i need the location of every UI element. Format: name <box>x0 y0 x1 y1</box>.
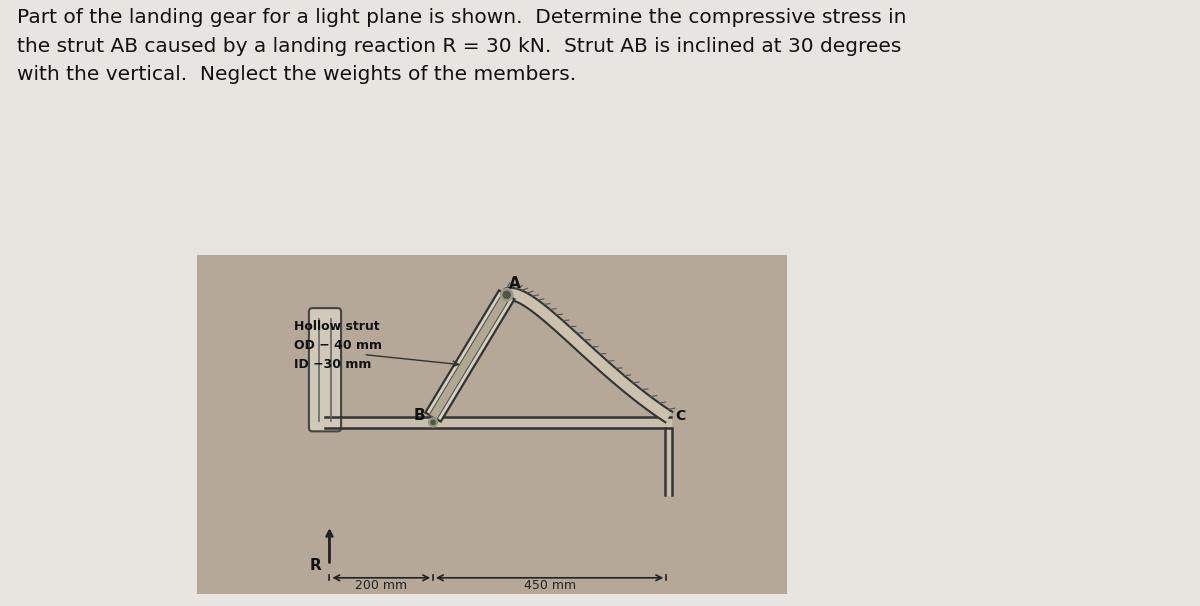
Circle shape <box>431 420 436 425</box>
Polygon shape <box>430 293 511 419</box>
Polygon shape <box>505 288 672 422</box>
Circle shape <box>500 288 512 301</box>
Text: 200 mm: 200 mm <box>355 579 407 591</box>
Polygon shape <box>425 290 515 422</box>
Polygon shape <box>665 428 672 494</box>
Text: 450 mm: 450 mm <box>523 579 576 591</box>
Text: Part of the landing gear for a light plane is shown.  Determine the compressive : Part of the landing gear for a light pla… <box>17 8 906 84</box>
Text: A: A <box>510 276 521 291</box>
FancyBboxPatch shape <box>308 308 341 431</box>
Circle shape <box>503 291 510 298</box>
Text: Hollow strut
OD − 40 mm
ID −30 mm: Hollow strut OD − 40 mm ID −30 mm <box>294 320 382 371</box>
Polygon shape <box>325 417 671 428</box>
Text: C: C <box>676 408 685 423</box>
Text: R: R <box>310 558 322 573</box>
Text: B: B <box>414 408 425 423</box>
Circle shape <box>428 418 438 427</box>
